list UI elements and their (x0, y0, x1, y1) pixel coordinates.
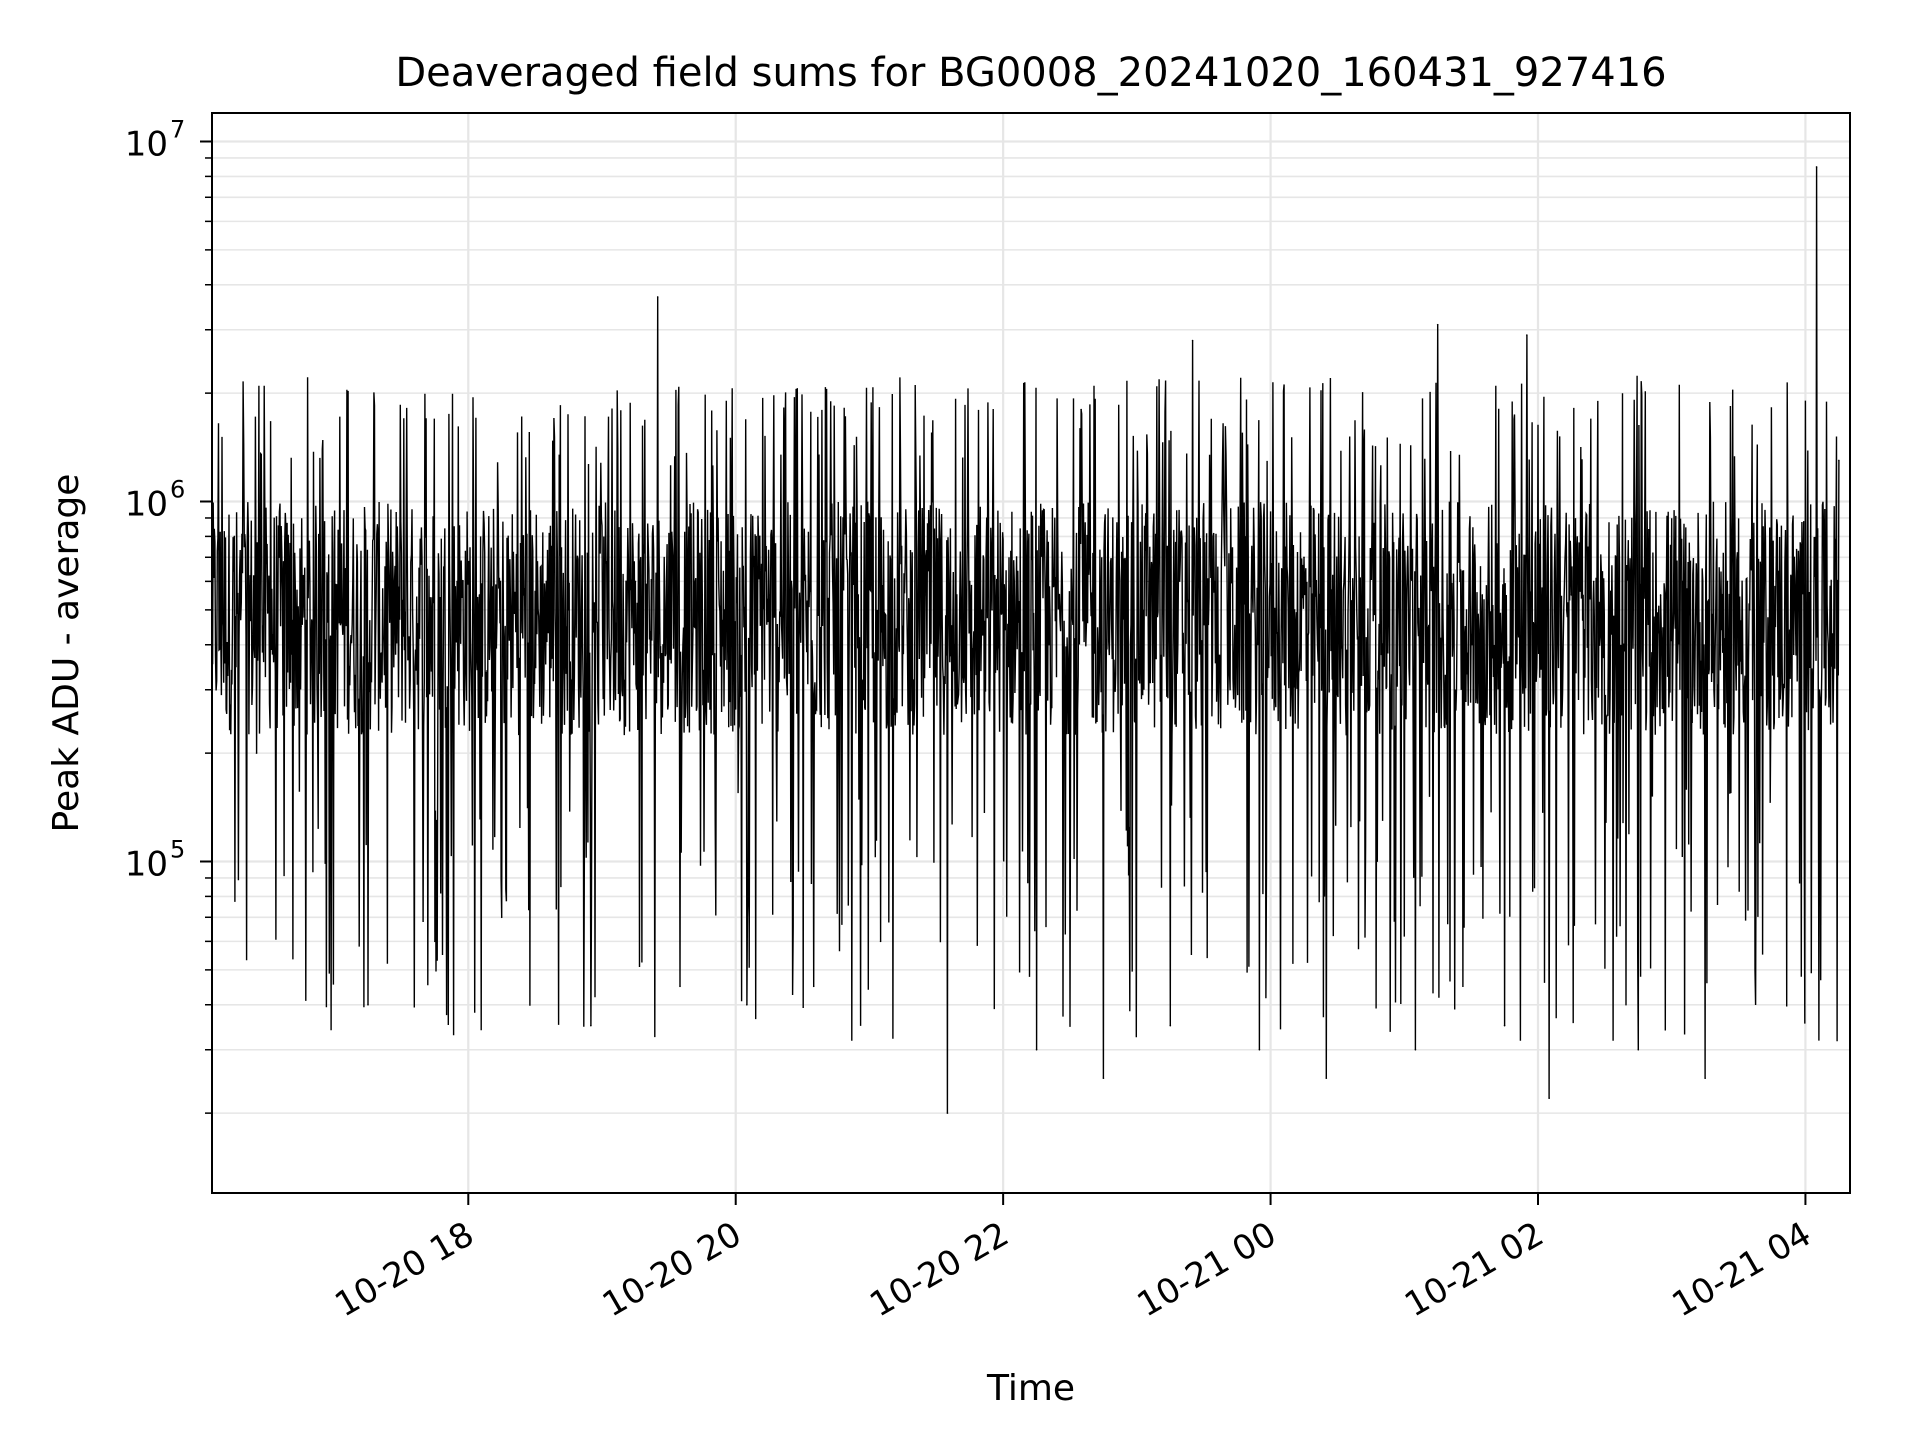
data-point (812, 985, 815, 988)
data-point (968, 580, 971, 583)
data-point (456, 580, 458, 583)
data-point (567, 609, 570, 611)
data-point (924, 594, 926, 596)
y-tick-label: 10 (125, 845, 168, 885)
y-axis-label: Peak ADU - average (46, 474, 87, 833)
data-point (1392, 556, 1394, 559)
x-axis-label: Time (986, 1368, 1075, 1409)
data-point (1436, 323, 1439, 326)
data-point (278, 556, 280, 559)
data-point (746, 1003, 748, 1006)
data-point (1058, 594, 1060, 596)
data-point (1771, 594, 1773, 596)
data-point (434, 940, 436, 943)
data-point (1659, 594, 1662, 596)
data-point (233, 535, 236, 538)
data-point (367, 1003, 369, 1006)
y-tick-exponent: 6 (170, 476, 185, 504)
data-point (1124, 568, 1127, 570)
data-point (679, 985, 681, 988)
data-point (1704, 1077, 1706, 1080)
y-tick-label: 10 (125, 485, 168, 525)
data-point (1838, 459, 1840, 462)
data-point (1615, 556, 1617, 559)
data-point (300, 625, 302, 628)
data-point (545, 580, 548, 583)
data-point (902, 625, 904, 628)
data-point (478, 594, 481, 596)
y-tick-exponent: 5 (170, 836, 185, 864)
y-tick-exponent: 7 (170, 116, 185, 144)
data-point (1214, 580, 1216, 583)
data-point (411, 609, 414, 611)
data-point (1570, 594, 1573, 596)
data-point (1035, 1048, 1038, 1051)
data-point (1169, 1024, 1172, 1027)
data-point (1325, 1077, 1328, 1080)
data-point (946, 1112, 949, 1114)
data-point (1347, 580, 1350, 583)
data-point (991, 609, 993, 611)
data-point (344, 568, 347, 570)
data-point (1548, 1097, 1550, 1100)
data-point (1258, 1048, 1261, 1051)
data-point (612, 609, 614, 611)
data-point (835, 609, 837, 611)
data-point (1414, 1048, 1417, 1051)
data-point (590, 1024, 592, 1027)
series-line (211, 166, 1840, 1114)
data-point (1748, 609, 1751, 611)
data-point (1682, 580, 1684, 583)
data-point (879, 940, 882, 943)
data-point (1370, 568, 1372, 570)
data-point (1080, 408, 1082, 411)
data-point (389, 594, 392, 596)
data-point (768, 594, 770, 596)
data-point (322, 609, 325, 611)
data-point (1503, 1024, 1506, 1027)
data-point (723, 609, 726, 611)
data-point (523, 594, 525, 596)
data-point (1191, 339, 1194, 342)
data-point (701, 594, 704, 596)
data-point (1526, 334, 1528, 336)
data-point (1815, 166, 1818, 168)
data-point (1726, 580, 1729, 583)
data-point (1481, 594, 1484, 596)
data-point (500, 916, 503, 919)
chart-title: Deaveraged field sums for BG0008_2024102… (395, 50, 1666, 96)
data-point (1013, 580, 1016, 583)
plot-frame (211, 112, 1851, 1194)
data-point (656, 296, 659, 298)
y-tick-label: 10 (125, 125, 168, 165)
data-point (1236, 609, 1238, 611)
data-point (857, 594, 860, 596)
data-point (790, 580, 793, 583)
plot-series (211, 166, 1840, 1114)
data-point (634, 580, 637, 583)
data-point (1303, 556, 1305, 559)
data-point (255, 752, 258, 754)
data-point (1147, 580, 1149, 583)
data-point (1102, 1077, 1105, 1080)
data-point (1280, 568, 1283, 570)
data-point (1592, 580, 1595, 583)
data-point (1637, 1048, 1640, 1051)
data-point (1793, 556, 1796, 559)
data-point (1459, 580, 1461, 583)
